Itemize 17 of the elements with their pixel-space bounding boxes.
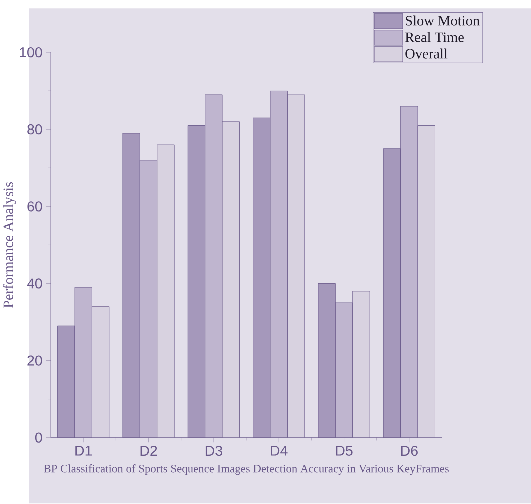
x-tick-label: D3 (206, 446, 222, 456)
y-tick-label: 0 (35, 432, 42, 443)
x-tick-label: D6 (401, 446, 418, 456)
y-tick-label: 60 (28, 202, 42, 212)
x-tick-label: D2 (140, 446, 158, 456)
x-tick-label: D1 (76, 446, 92, 456)
y-axis-title: Performance Analysis (3, 182, 16, 308)
y-tick-label: 40 (27, 278, 42, 289)
y-tick-label: 80 (28, 124, 42, 135)
x-axis-title: BP Classification of Sports Sequence Images Detection Accuracy in Various KeyFrames (44, 464, 449, 476)
legend-label: Overall (406, 48, 448, 59)
y-tick-label: 20 (28, 356, 42, 366)
x-tick-label: D5 (336, 446, 353, 456)
legend-label: Slow Motion (406, 16, 480, 26)
y-tick-label: 100 (20, 48, 42, 58)
x-tick-label: D4 (271, 446, 288, 456)
legend-label: Real Time (406, 32, 464, 42)
